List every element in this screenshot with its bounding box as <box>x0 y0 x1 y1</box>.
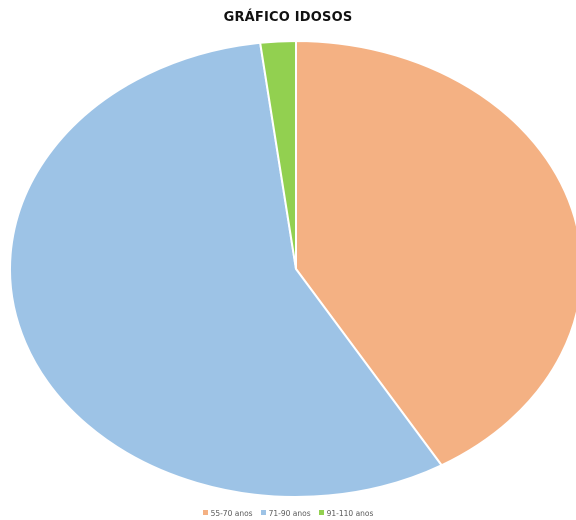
legend-label: 91-110 anos <box>326 509 374 518</box>
legend-swatch <box>260 510 266 515</box>
legend-item: 55-70 anos <box>202 509 253 518</box>
legend-item: 91-110 anos <box>318 509 374 518</box>
pie-slice-71-90-anos <box>9 41 444 498</box>
pie-slice-91-110-anos <box>259 39 297 270</box>
pie-slice-55-70-anos <box>295 39 576 467</box>
legend-label: 71-90 anos <box>268 509 311 518</box>
legend: 55-70 anos 71-90 anos 91-110 anos <box>0 509 576 518</box>
chart-title: GRÁFICO IDOSOS <box>223 10 353 25</box>
legend-swatch <box>202 510 208 515</box>
legend-swatch <box>318 510 324 515</box>
legend-item: 71-90 anos <box>260 509 311 518</box>
legend-label: 55-70 anos <box>210 509 253 518</box>
